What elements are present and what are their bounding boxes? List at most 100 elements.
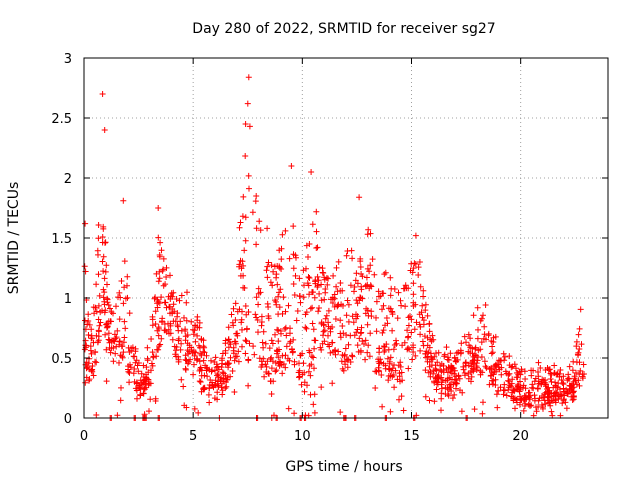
data-point <box>230 322 237 329</box>
data-point <box>357 330 364 337</box>
data-point <box>441 351 448 358</box>
data-point <box>489 343 496 350</box>
data-point <box>197 350 204 357</box>
data-point <box>260 344 267 351</box>
data-point <box>424 312 431 319</box>
data-point <box>86 377 92 384</box>
data-point <box>577 306 584 313</box>
data-point <box>219 350 226 357</box>
data-point <box>252 198 259 205</box>
data-point <box>282 227 289 234</box>
data-point <box>152 308 159 315</box>
data-point <box>241 247 248 254</box>
data-point <box>85 332 92 338</box>
data-point <box>251 351 258 358</box>
data-point <box>286 255 293 262</box>
data-point <box>185 350 192 357</box>
data-point <box>173 347 179 354</box>
data-point <box>409 269 416 276</box>
data-point <box>277 286 284 293</box>
data-point <box>528 372 535 379</box>
data-point <box>272 331 278 338</box>
data-point <box>113 303 119 310</box>
data-point <box>208 357 214 364</box>
data-point <box>246 185 252 192</box>
data-point <box>137 377 144 384</box>
data-point <box>420 293 427 300</box>
data-point <box>365 342 372 349</box>
data-point <box>103 346 110 353</box>
data-point <box>450 381 457 388</box>
data-point <box>167 330 174 337</box>
data-point <box>97 309 104 316</box>
data-point <box>121 318 128 325</box>
data-point <box>552 379 559 386</box>
data-point <box>501 387 508 394</box>
data-point <box>240 262 247 269</box>
chart-title: Day 280 of 2022, SRMTID for receiver sg2… <box>192 21 495 37</box>
data-point <box>126 379 133 386</box>
data-point <box>256 218 263 225</box>
data-point <box>282 364 289 371</box>
data-point <box>280 294 287 301</box>
data-point <box>240 284 247 291</box>
data-point <box>294 308 301 314</box>
data-point <box>209 367 215 374</box>
data-point <box>376 368 382 375</box>
data-point <box>376 349 383 356</box>
data-point <box>573 338 580 345</box>
data-point <box>126 369 133 376</box>
data-point <box>468 367 475 374</box>
data-point <box>502 353 508 360</box>
data-point <box>281 326 288 332</box>
data-point <box>166 303 173 310</box>
data-point <box>382 269 389 276</box>
data-point <box>188 318 195 325</box>
data-point <box>479 410 486 417</box>
data-point <box>219 369 226 376</box>
data-point <box>547 376 554 382</box>
data-point <box>353 297 360 304</box>
data-point <box>453 385 459 392</box>
data-point <box>182 333 189 340</box>
data-point <box>470 353 477 360</box>
data-point <box>223 383 230 390</box>
data-point <box>482 302 489 308</box>
data-point <box>443 344 450 351</box>
data-point <box>310 326 317 333</box>
data-point <box>111 338 118 345</box>
data-point <box>191 361 197 368</box>
data-point <box>419 338 426 345</box>
data-point <box>533 404 539 411</box>
data-point <box>165 320 171 327</box>
data-point <box>410 299 417 306</box>
data-point <box>426 397 433 404</box>
data-point <box>400 407 407 414</box>
data-point <box>361 341 367 347</box>
data-point <box>320 332 326 339</box>
data-point <box>203 352 210 359</box>
data-point <box>276 304 283 311</box>
data-point <box>160 282 167 289</box>
data-point <box>315 308 322 315</box>
data-point <box>329 339 336 346</box>
data-point <box>194 313 201 320</box>
data-point <box>269 340 276 347</box>
data-point <box>227 341 234 348</box>
data-point <box>222 385 229 392</box>
data-point <box>362 337 369 344</box>
data-point <box>396 396 402 403</box>
data-point <box>455 372 462 379</box>
data-point <box>451 376 458 383</box>
data-point <box>196 378 203 385</box>
data-point <box>321 327 328 334</box>
data-point <box>116 316 123 323</box>
data-point <box>490 334 497 341</box>
data-point <box>231 357 238 364</box>
data-point <box>465 331 472 338</box>
data-point <box>194 332 201 339</box>
data-point <box>157 341 164 348</box>
data-point <box>186 342 193 349</box>
data-point <box>156 300 163 307</box>
data-point <box>364 281 371 288</box>
